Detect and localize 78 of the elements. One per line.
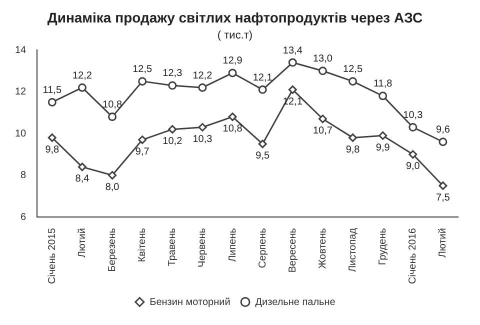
point	[378, 131, 388, 140]
data-label: 10,2	[162, 136, 183, 148]
point	[78, 162, 86, 172]
point	[408, 123, 418, 132]
point	[198, 83, 207, 92]
point	[48, 133, 56, 142]
point	[228, 112, 237, 122]
data-label: 13,0	[312, 54, 333, 65]
data-label: 12,5	[132, 64, 153, 76]
point	[228, 68, 237, 78]
point	[78, 83, 86, 92]
point	[438, 138, 448, 146]
point	[138, 77, 147, 86]
point	[288, 58, 297, 67]
x-tick-label: Жовтень	[317, 228, 328, 269]
point	[348, 77, 358, 86]
x-tick-label: Липень	[227, 228, 238, 262]
data-label: 10,8	[222, 124, 243, 135]
data-label: 12,1	[252, 72, 273, 84]
point	[198, 123, 207, 132]
point	[318, 114, 327, 124]
data-label: 7,5	[436, 192, 450, 204]
y-tick-label: 8	[20, 170, 27, 182]
legend-label: Бензин моторний	[150, 296, 230, 308]
data-label: 12,2	[72, 70, 92, 82]
x-tick-label: Березень	[107, 228, 118, 272]
x-tick-label: Січень 2015	[46, 228, 58, 284]
data-label: 9,5	[256, 150, 270, 162]
data-label: 9,6	[436, 124, 450, 136]
x-tick-label: Вересень	[287, 228, 298, 273]
x-tick-label: Червень	[197, 228, 208, 268]
x-tick-label: Квітень	[137, 228, 148, 262]
data-label: 9,9	[376, 142, 390, 154]
point	[168, 125, 177, 134]
point	[378, 92, 388, 100]
x-tick-label: Січень 2016	[408, 228, 419, 284]
y-tick-label: 14	[15, 44, 27, 56]
point	[438, 181, 448, 190]
point	[48, 98, 56, 106]
data-label: 9,8	[45, 144, 60, 156]
y-tick-label: 12	[15, 86, 27, 98]
y-tick-label: 6	[20, 212, 27, 223]
y-tick-label: 10	[15, 128, 27, 140]
data-label: 8,4	[75, 174, 90, 185]
data-label: 12,3	[162, 68, 183, 80]
x-tick-label: Лютий	[438, 228, 449, 258]
x-tick-label: Лютий	[76, 228, 88, 258]
data-label: 9,8	[346, 144, 360, 156]
data-label: 9,7	[135, 146, 150, 158]
point	[138, 136, 147, 144]
point	[288, 85, 297, 94]
data-label: 8,0	[105, 182, 120, 194]
chart-title: Динаміка продажу світлих нафтопродуктів через АЗС	[47, 9, 423, 26]
point	[108, 171, 117, 180]
data-label: 10,3	[403, 110, 424, 121]
x-tick-label: Серпень	[257, 228, 268, 268]
x-tick-label: Грудень	[378, 228, 389, 266]
point	[408, 150, 418, 159]
chart-subtitle: ( тис.т)	[217, 29, 253, 42]
data-label: 12,9	[222, 56, 243, 67]
point	[168, 81, 177, 90]
point	[108, 112, 117, 122]
point	[258, 140, 267, 148]
data-label: 11,5	[42, 84, 62, 96]
x-tick-label: Травень	[167, 228, 178, 266]
data-label: 10,7	[312, 126, 333, 137]
point	[348, 133, 358, 142]
data-label: 10,3	[192, 134, 213, 145]
legend-label: Дизельне пальне	[255, 296, 336, 308]
data-label: 12,5	[343, 64, 363, 76]
data-label: 13,4	[282, 45, 303, 56]
point	[318, 66, 327, 76]
x-tick-label: Листопад	[348, 228, 359, 272]
data-label: 9,0	[406, 161, 420, 172]
data-label: 10,8	[102, 100, 122, 111]
point	[258, 85, 267, 94]
data-label: 12,2	[192, 70, 213, 82]
data-label: 11,8	[373, 78, 393, 90]
